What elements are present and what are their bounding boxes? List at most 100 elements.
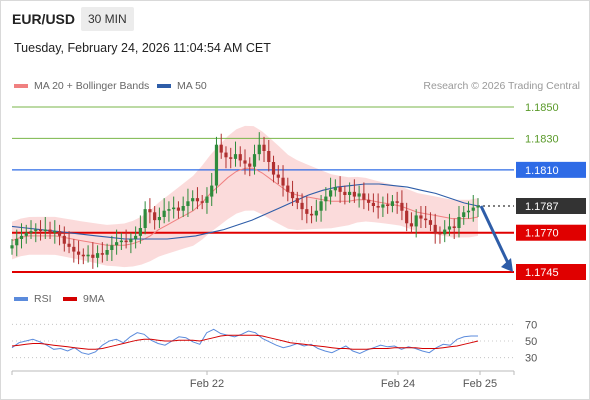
candle-body [324, 196, 328, 202]
candle-body [267, 151, 271, 162]
candle-body [76, 251, 81, 255]
candle-body [181, 206, 185, 211]
candle-body [57, 231, 62, 236]
candle-body [115, 242, 119, 246]
candle-body [419, 215, 423, 219]
candle-body [224, 152, 228, 158]
candle-body [314, 210, 318, 216]
candles [10, 132, 480, 269]
candle-body [424, 218, 428, 221]
candle-body [67, 243, 71, 247]
candle-body [414, 215, 418, 227]
candle-body [257, 144, 261, 155]
candle-body [338, 187, 342, 192]
timeframe-badge[interactable]: 30 MIN [81, 7, 134, 31]
level-label-1.1830: 1.1830 [525, 133, 559, 145]
ma20-swatch [14, 84, 28, 88]
candle-body [48, 229, 52, 233]
candle-body [43, 229, 47, 232]
candle-body [153, 212, 157, 221]
level-tag-1.1770 [516, 224, 586, 241]
forecast-arrow-shaft [479, 205, 510, 264]
candle-body [348, 191, 352, 195]
candle-body [295, 198, 299, 203]
candle-body [162, 210, 166, 217]
candle-body [466, 210, 471, 213]
candle-body [428, 220, 433, 225]
candle-body [276, 174, 280, 178]
candle-body [167, 209, 171, 211]
candle-body [91, 254, 95, 258]
candle-body [62, 235, 66, 244]
legend-ma20-label: MA 20 + Bollinger Bands [34, 80, 150, 92]
forecast-arrow-head [501, 258, 513, 272]
candle-body [252, 154, 257, 167]
candle-body [262, 144, 266, 151]
candle-body [219, 144, 223, 153]
candle-body [433, 224, 437, 233]
legend-ma20: MA 20 + Bollinger Bands [14, 80, 149, 92]
candle-body [409, 223, 414, 227]
candle-body [138, 228, 142, 236]
candle-body [105, 250, 109, 255]
credit-text: Research © 2026 Trading Central [423, 80, 580, 92]
candle-body [157, 217, 162, 221]
legend-9ma: 9MA [63, 293, 105, 305]
candle-body [205, 196, 209, 203]
candle-body [100, 253, 104, 255]
candle-body [134, 235, 138, 239]
candle-body [243, 160, 247, 164]
candle-body [281, 177, 285, 186]
rsi-line [11, 328, 478, 355]
candle-body [81, 254, 85, 257]
candle-body [29, 231, 33, 233]
candle-body [238, 154, 242, 161]
candle-body [300, 202, 304, 210]
candle-body [376, 206, 380, 208]
candle-body [229, 157, 233, 159]
candle-body [195, 198, 200, 202]
bollinger-band [12, 125, 478, 268]
ma9-swatch [63, 297, 77, 301]
candle-body [447, 226, 452, 230]
candle-body [176, 207, 181, 211]
level-label-1.1787: 1.1787 [525, 201, 559, 213]
ma9-line [11, 334, 479, 350]
candle-body [191, 198, 195, 202]
candle-body [143, 209, 147, 228]
candle-body [357, 193, 361, 197]
candle-body [319, 201, 323, 211]
candle-body [286, 185, 290, 192]
candle-body [476, 206, 480, 208]
candle-body [86, 254, 90, 257]
candle-body [362, 193, 366, 200]
legend-rsi: RSI [14, 293, 52, 305]
candle-body [371, 202, 375, 206]
candle-body [309, 213, 314, 216]
candle-body [129, 239, 133, 243]
x-tick-label-Feb 22: Feb 22 [190, 378, 224, 390]
candle-body [333, 187, 337, 191]
candle-body [305, 209, 309, 214]
level-tag-1.1787 [516, 198, 586, 214]
x-tick-label-Feb 25: Feb 25 [463, 378, 497, 390]
x-tick-label-Feb 24: Feb 24 [381, 378, 415, 390]
candle-body [110, 245, 114, 250]
legend-ma50-label: MA 50 [177, 80, 207, 92]
datetime-label: Tuesday, February 24, 2026 11:04:54 AM C… [14, 41, 271, 55]
candle-body [290, 191, 295, 199]
candle-body [367, 199, 371, 203]
candle-body [457, 217, 461, 228]
candle-body [124, 240, 128, 243]
candle-body [200, 201, 204, 203]
level-tag-1.1745 [516, 264, 586, 280]
candle-body [24, 232, 28, 236]
candle-body [328, 190, 333, 197]
candle-body [462, 212, 466, 217]
candle-body [471, 207, 475, 211]
candle-body [443, 229, 447, 235]
ma50-line [11, 183, 479, 240]
symbol-title: EUR/USD [12, 11, 76, 27]
candle-body [248, 163, 252, 167]
